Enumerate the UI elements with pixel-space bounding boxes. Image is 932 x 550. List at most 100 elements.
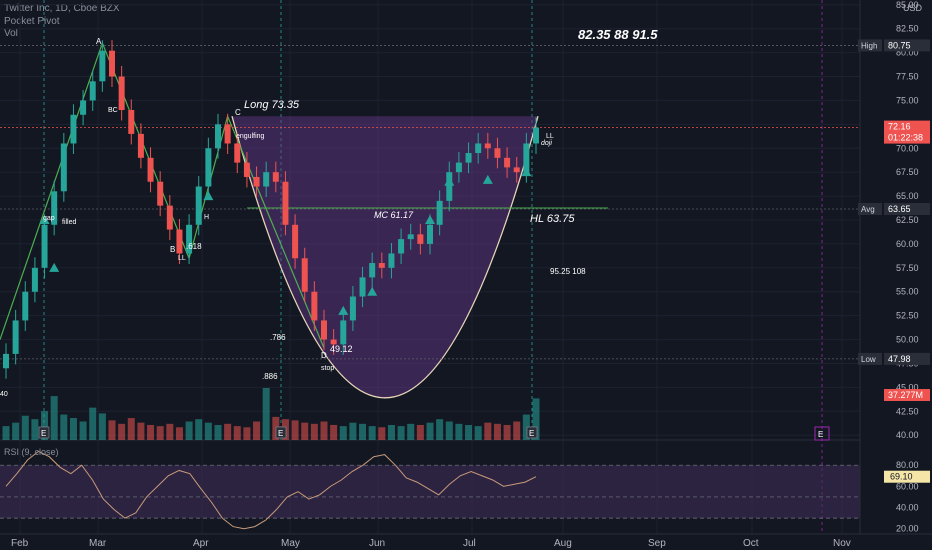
rsi-tick-3: 80.00	[896, 460, 919, 470]
annotation-point-a: A	[96, 37, 102, 46]
avg-tag-bg	[884, 203, 930, 215]
annotation-hl: HL 63.75	[530, 213, 575, 225]
candle-body-37	[359, 277, 366, 297]
cup-pattern-curve	[231, 116, 539, 399]
candle-body-26	[253, 176, 260, 187]
annotation-filled: filled	[62, 219, 77, 226]
annotation-extra: 95.25 108	[550, 267, 586, 276]
earnings-badge-2	[526, 426, 538, 439]
price-tick-0: 40.00	[896, 430, 919, 440]
candle-body-41	[398, 239, 405, 254]
candle-body-44	[427, 224, 433, 244]
candle-body-21	[205, 148, 212, 187]
candle-body-15	[147, 157, 154, 182]
price-tick-8: 60.00	[896, 239, 919, 249]
annotation-targets: 82.35 88 91.5	[578, 27, 658, 42]
candle-body-45	[436, 200, 443, 225]
rsi-band	[0, 465, 860, 519]
candle-body-23	[224, 124, 231, 144]
candle-body-48	[465, 153, 472, 163]
last-price-tag-value: 72.16	[888, 122, 911, 132]
candle-body-30	[292, 224, 299, 259]
pocket-pivot-marker-0	[49, 262, 60, 272]
volume-bar-38	[368, 426, 376, 440]
rsi-title: RSI (9, close)	[4, 447, 59, 457]
time-axis: Feb Mar Apr May Jun Jul Aug Sep Oct Nov	[0, 533, 932, 549]
candle-body-14	[137, 133, 144, 158]
annotation-fib-786: .786	[270, 333, 286, 342]
pocket-pivot-markers	[39, 167, 532, 315]
candle-body-16	[157, 181, 164, 206]
volume-bar-2	[21, 415, 29, 440]
volume-bar-34	[330, 424, 338, 440]
volume-bar-36	[349, 422, 357, 440]
annotation-stop: stop	[321, 365, 334, 372]
volume-bar-20	[195, 419, 203, 440]
volume-bar-52	[503, 424, 511, 440]
volume-bars	[2, 388, 540, 440]
volume-bar-46	[445, 421, 453, 440]
time-tick-may: May	[281, 538, 300, 549]
rsi-tick-0: 20.00	[896, 524, 919, 534]
annotation-ll-1: LL	[178, 255, 186, 262]
volume-bar-19	[185, 421, 193, 440]
future-earnings-badge	[814, 426, 830, 441]
candle-body-25	[243, 162, 250, 177]
annotation-fib-618: .618	[186, 242, 202, 251]
countdown-tag-value: 01:22:38	[888, 133, 923, 143]
volume-bar-17	[166, 423, 174, 440]
low-tag-name: Low	[861, 355, 876, 364]
volume-bar-54	[522, 414, 530, 440]
price-tick-16: 80.00	[896, 48, 919, 58]
candle-body-24	[234, 143, 241, 163]
volume-bar-18	[175, 427, 183, 440]
candle-body-4	[41, 224, 48, 268]
volume-bar-35	[339, 426, 347, 440]
volume-bar-40	[387, 424, 395, 440]
candle-body-42	[407, 234, 414, 240]
candle-body-53	[513, 167, 520, 173]
candle-body-0	[3, 353, 9, 369]
rsi-last-value: 69.10	[890, 472, 913, 482]
annotation-point-b: B	[170, 245, 175, 254]
volume-bar-15	[147, 424, 155, 440]
time-tick-nov: Nov	[833, 538, 851, 549]
pocket-pivot-marker-6	[444, 176, 455, 186]
last-price-tag-bg	[884, 120, 930, 133]
annotation-gap: gap	[43, 215, 55, 222]
volume-bar-4	[41, 411, 49, 440]
price-tick-9: 62.50	[896, 215, 919, 225]
rsi-tick-1: 40.00	[896, 503, 919, 513]
annotation-doji: doji	[541, 140, 552, 147]
volume-bar-11	[108, 420, 116, 440]
candle-body-49	[475, 143, 482, 154]
indicator-label-vol: Vol	[4, 28, 18, 39]
volume-bar-39	[378, 427, 386, 440]
candle-body-6	[60, 143, 67, 192]
volume-bar-9	[89, 407, 97, 440]
price-tick-6: 55.00	[896, 287, 919, 297]
volume-bar-13	[127, 418, 135, 440]
candle-body-29	[282, 181, 289, 225]
candle-body-5	[51, 191, 58, 225]
pocket-pivot-marker-1	[39, 215, 50, 224]
volume-bar-10	[98, 413, 106, 440]
avg-tag-name-bg	[858, 203, 882, 215]
candle-body-46	[446, 172, 453, 201]
price-tick-2: 45.00	[896, 382, 919, 392]
candle-body-1	[12, 320, 19, 354]
candle-body-38	[369, 263, 376, 278]
time-tick-feb: Feb	[11, 538, 29, 549]
candle-body-20	[195, 186, 202, 225]
volume-bar-21	[204, 422, 212, 440]
candle-body-32	[311, 291, 318, 321]
low-tag-bg	[884, 352, 930, 365]
time-tick-aug: Aug	[554, 538, 572, 549]
candlestick-series	[3, 40, 539, 379]
pocket-pivot-marker-4	[367, 286, 378, 296]
candle-body-8	[80, 100, 87, 115]
volume-bar-43	[416, 424, 424, 440]
avg-tag-name: Avg	[861, 205, 875, 214]
volume-bar-8	[79, 421, 87, 440]
